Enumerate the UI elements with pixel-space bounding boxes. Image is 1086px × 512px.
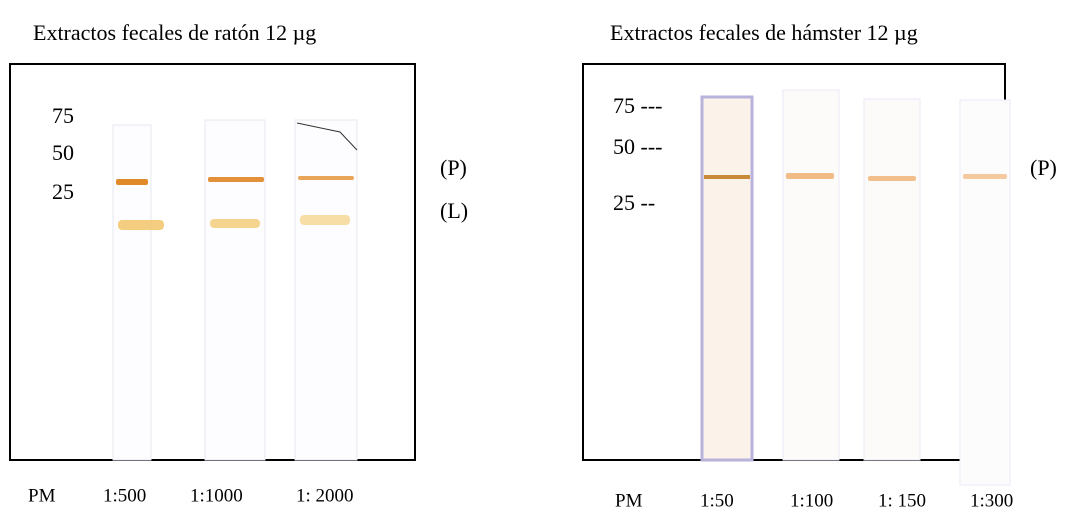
marker-label: 50 --- [613, 134, 662, 159]
bands [116, 176, 354, 230]
marker-label: 75 --- [613, 93, 662, 118]
lane-label: PM [28, 485, 56, 506]
strip-edge [296, 122, 358, 151]
lane-label: 1:50 [700, 490, 734, 511]
panel-title: Extractos fecales de hámster 12 µg [610, 20, 918, 45]
marker-label: 25 -- [613, 190, 655, 215]
strips [112, 119, 358, 461]
marker-label: 25 [52, 179, 74, 204]
panel-title: Extractos fecales de ratón 12 µg [33, 20, 316, 45]
lane-label: 1: 150 [878, 490, 926, 511]
lane-label: 1:100 [790, 490, 833, 511]
bands [704, 173, 1007, 181]
band-label: (P) [1030, 155, 1057, 180]
marker-label: 75 [52, 103, 74, 128]
lane-label: 1:1000 [190, 485, 243, 506]
band-label: (L) [440, 198, 468, 223]
strips [700, 89, 1011, 486]
lane-label: 1: 2000 [296, 485, 354, 506]
lane-label: 1:300 [970, 490, 1013, 511]
lane-label: 1:500 [103, 485, 146, 506]
lane-label: PM [615, 490, 643, 511]
band-label: (P) [440, 155, 467, 180]
marker-label: 50 [52, 140, 74, 165]
